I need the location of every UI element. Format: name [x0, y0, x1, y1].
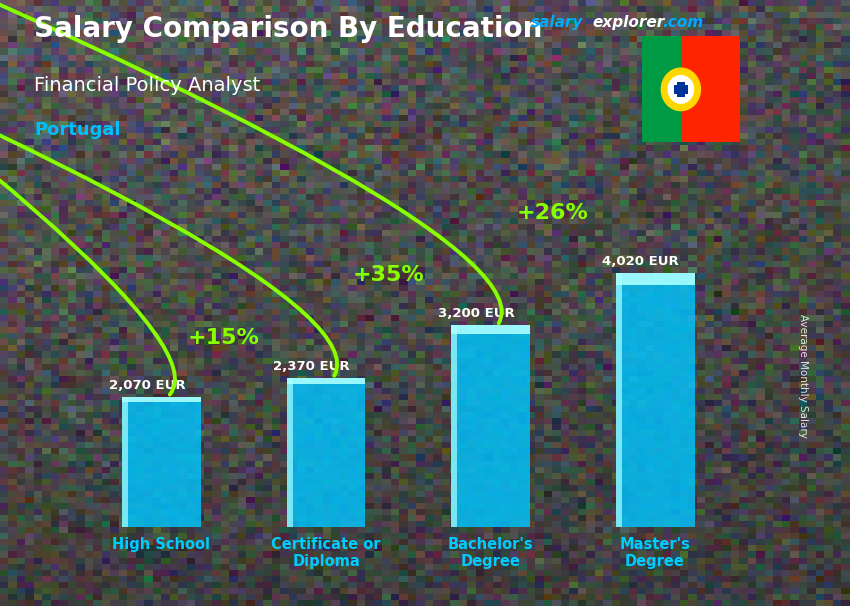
Text: +35%: +35%	[353, 265, 424, 285]
Text: Portugal: Portugal	[34, 121, 121, 139]
Text: Average Monthly Salary: Average Monthly Salary	[798, 314, 808, 438]
Bar	[451, 325, 457, 527]
Circle shape	[668, 76, 694, 103]
Bar	[677, 82, 685, 97]
Bar	[122, 396, 201, 527]
Text: Financial Policy Analyst: Financial Policy Analyst	[34, 76, 260, 95]
Bar	[615, 273, 622, 527]
Circle shape	[661, 68, 700, 110]
Bar	[615, 273, 694, 285]
Bar	[681, 36, 740, 142]
Bar	[286, 378, 366, 527]
Text: Salary Comparison By Education: Salary Comparison By Education	[34, 15, 542, 43]
Bar	[451, 325, 530, 527]
Bar	[615, 273, 694, 527]
Bar	[674, 85, 688, 93]
Bar	[122, 396, 201, 402]
Bar	[122, 396, 128, 527]
Text: 2,370 EUR: 2,370 EUR	[274, 359, 350, 373]
Text: 4,020 EUR: 4,020 EUR	[603, 255, 679, 268]
Text: +26%: +26%	[517, 203, 589, 223]
Text: .com: .com	[662, 15, 703, 30]
Text: +15%: +15%	[188, 328, 260, 348]
Text: salary: salary	[531, 15, 584, 30]
Bar	[286, 378, 293, 527]
Text: 3,200 EUR: 3,200 EUR	[438, 307, 514, 320]
Bar	[451, 325, 530, 335]
Bar	[642, 36, 681, 142]
Bar	[286, 378, 366, 384]
Text: 2,070 EUR: 2,070 EUR	[109, 379, 185, 391]
Text: explorer: explorer	[592, 15, 665, 30]
